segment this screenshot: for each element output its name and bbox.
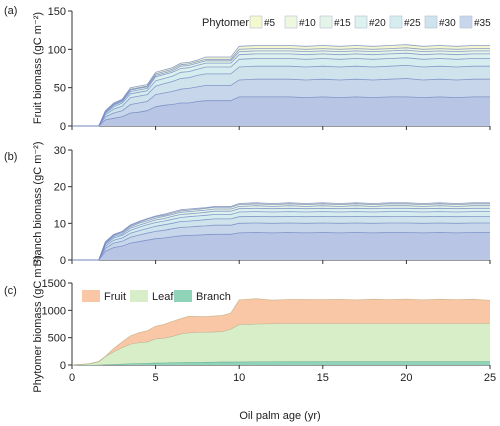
panel-b-line-phytomer-30 — [72, 215, 490, 261]
panel-b-line-phytomer-35 — [72, 222, 490, 261]
panel-c: (c) Phytomer biomass (gC m⁻²) 0500100015… — [4, 255, 496, 422]
panel-c-area-Branch — [72, 361, 490, 365]
panel-b-line-phytomer-40 — [72, 232, 490, 261]
legend-swatch-fruit — [82, 290, 100, 302]
panel-c-ytick-label-500: 500 — [48, 333, 66, 345]
panel-a-legend: Phytomer #5 #10 #15 #20 #25 #30 #35 — [202, 15, 491, 29]
panel-a-line-phytomer-30 — [72, 64, 490, 127]
legend-label-leaf: Leaf — [152, 291, 174, 303]
panel-a-line-phytomer-20 — [72, 52, 490, 127]
legend-swatch-phytomer-10 — [284, 15, 298, 29]
legend-label-phytomer-35: #35 — [474, 18, 491, 29]
panel-b-line-phytomer-10 — [72, 203, 490, 261]
panel-b: (b) Branch biomass (gC m⁻²) 0 10 20 30 — [4, 141, 491, 267]
panel-c-xtick-label-20: 20 — [400, 372, 412, 384]
panel-c-xtick-label-0: 0 — [69, 372, 75, 384]
panel-a-legend-items: #5 #10 #15 #20 #25 #30 #35 — [249, 15, 491, 29]
panel-c-xtick-label-25: 25 — [484, 372, 496, 384]
legend-label-fruit: Fruit — [104, 291, 126, 303]
panel-b-line-phytomer-5 — [72, 202, 490, 261]
panel-a-line-phytomer-25 — [72, 57, 490, 127]
panel-a-ytick-label-150: 150 — [48, 6, 66, 18]
panel-a-ylabel: Fruit biomass (gC m⁻²) — [32, 12, 44, 124]
panel-c-xtick-label-10: 10 — [233, 372, 245, 384]
panel-b-area-phytomer-40 — [72, 232, 490, 260]
panel-c-ytick-label-1000: 1000 — [42, 305, 66, 317]
panel-a-line-phytomer-40 — [72, 96, 490, 127]
panel-a-line-phytomer-15 — [72, 49, 490, 127]
legend-label-phytomer-25: #25 — [404, 18, 421, 29]
legend-label-phytomer-5: #5 — [264, 18, 276, 29]
panel-a-line-phytomer-10 — [72, 47, 490, 127]
panel-a-ytick-label-50: 50 — [54, 83, 66, 95]
panel-c-area-Leaf — [72, 323, 490, 365]
panel-c-plot: 0 500 1000 1500 0 5 10 15 20 25 — [42, 278, 497, 384]
panel-b-ytick-label-0: 0 — [60, 255, 66, 267]
legend-swatch-phytomer-20 — [354, 15, 368, 29]
legend-swatch-phytomer-25 — [389, 15, 403, 29]
panel-b-plot: 0 10 20 30 — [54, 145, 491, 267]
legend-label-phytomer-15: #15 — [334, 18, 351, 29]
panel-a-legend-title: Phytomer — [202, 17, 249, 29]
legend-swatch-phytomer-5 — [249, 15, 263, 29]
panel-a: (a) Fruit biomass (gC m⁻²) 0 50 100 150 Phy… — [4, 5, 491, 133]
panel-c-ytick-label-0: 0 — [60, 360, 66, 372]
panel-c-line-Fruit — [71, 298, 491, 366]
panel-c-xlabel: Oil palm age (yr) — [239, 410, 320, 422]
panel-b-ytick-label-20: 20 — [54, 182, 66, 194]
panel-a-label: (a) — [4, 5, 17, 17]
panel-c-ytick-label-1500: 1500 — [42, 278, 66, 290]
legend-label-phytomer-20: #20 — [369, 18, 386, 29]
legend-swatch-phytomer-30 — [424, 15, 438, 29]
panel-c-legend: Fruit Leaf Branch — [82, 290, 231, 303]
panel-b-line-phytomer-20 — [72, 207, 490, 261]
panel-a-plot: 0 50 100 150 — [48, 6, 491, 133]
panel-c-label: (c) — [4, 285, 17, 297]
legend-label-branch: Branch — [196, 291, 231, 303]
panel-c-xtick-label-5: 5 — [153, 372, 159, 384]
panel-b-ytick-label-30: 30 — [54, 145, 66, 157]
panel-b-ylabel: Branch biomass (gC m⁻²) — [32, 141, 44, 266]
panel-b-label: (b) — [4, 151, 17, 163]
legend-swatch-leaf — [130, 290, 148, 302]
panel-b-line-phytomer-15 — [72, 205, 490, 261]
legend-swatch-phytomer-15 — [319, 15, 333, 29]
legend-swatch-branch — [174, 290, 192, 302]
panel-b-line-phytomer-25 — [72, 211, 490, 261]
panel-c-ylabel: Phytomer biomass (gC m⁻²) — [32, 255, 44, 392]
panel-a-ytick-label-100: 100 — [48, 44, 66, 56]
panel-c-xtick-label-15: 15 — [317, 372, 329, 384]
panel-a-area-phytomer-40 — [72, 96, 490, 126]
legend-swatch-phytomer-35 — [459, 15, 473, 29]
panel-b-ytick-label-10: 10 — [54, 218, 66, 230]
panel-a-ytick-label-0: 0 — [60, 121, 66, 133]
legend-label-phytomer-10: #10 — [299, 18, 316, 29]
panel-a-line-phytomer-35 — [72, 78, 490, 127]
panel-c-area-Fruit — [72, 298, 490, 365]
panel-a-line-phytomer-5 — [72, 44, 490, 127]
legend-label-phytomer-30: #30 — [439, 18, 456, 29]
